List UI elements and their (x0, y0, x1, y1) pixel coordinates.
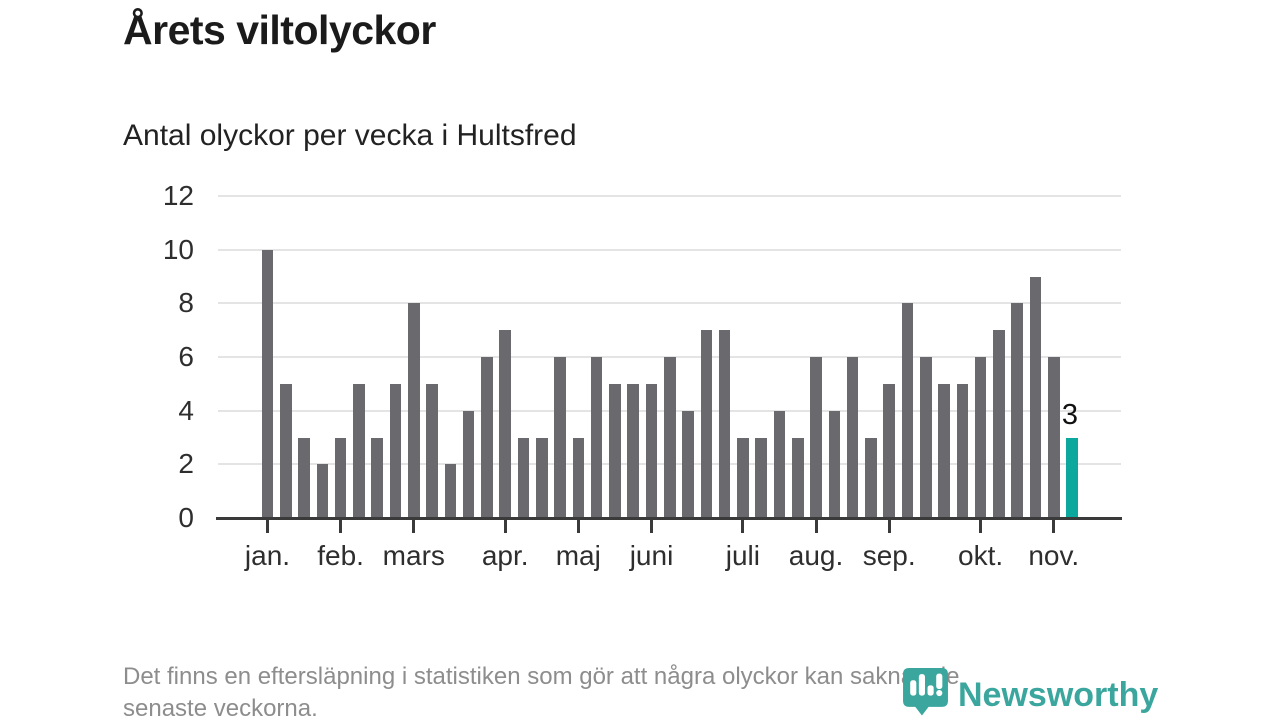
bar (517, 437, 530, 518)
gridline-y12 (218, 195, 1121, 197)
bar (974, 357, 987, 518)
bar (280, 383, 292, 518)
y-axis-label: 0 (178, 502, 194, 533)
bar (261, 249, 274, 518)
x-tick-sep (887, 520, 891, 533)
bar (462, 410, 475, 518)
bar (645, 383, 658, 518)
x-tick-mars (412, 520, 416, 533)
bar (993, 330, 1005, 518)
month-label-feb: feb. (317, 540, 364, 571)
bar (499, 330, 511, 518)
newsworthy-logo: Newsworthy (902, 667, 1158, 716)
newsworthy-pin-icon (903, 668, 948, 716)
bar (682, 410, 694, 518)
x-axis-line (216, 517, 1122, 520)
bar (846, 357, 859, 518)
bar (298, 437, 310, 518)
x-tick-jan (266, 520, 269, 533)
bar (865, 437, 877, 518)
chart-subtitle: Antal olyckor per vecka i Hultsfred (123, 119, 577, 152)
bar (1048, 357, 1060, 518)
bar (920, 357, 932, 518)
bar (316, 464, 329, 518)
y-axis-label: 4 (178, 394, 194, 426)
month-label-aug: aug. (788, 540, 844, 571)
month-label-jan: jan. (244, 540, 291, 571)
bar-value-label: 3 (1061, 398, 1079, 431)
bar (334, 437, 347, 518)
x-tick-okt (979, 520, 983, 533)
x-tick-juli (741, 520, 745, 533)
bar (773, 410, 786, 518)
highlight-bar (1066, 437, 1078, 518)
bar (664, 357, 676, 518)
bar (718, 330, 731, 518)
month-label-juni: juni (629, 540, 674, 571)
month-label-mars: mars (382, 540, 445, 571)
month-label-nov: nov. (1028, 540, 1080, 571)
footer-note: Det finns en eftersläpning i statistiken… (123, 661, 959, 720)
bar (792, 437, 804, 518)
bar (1029, 276, 1042, 518)
newsworthy-wordmark: Newsworthy (958, 676, 1159, 714)
x-tick-maj (576, 520, 580, 533)
bar (938, 383, 950, 518)
bar (444, 464, 457, 518)
y-axis-label: 12 (162, 180, 194, 211)
bar (389, 383, 402, 518)
bar (353, 383, 365, 518)
bar (554, 357, 566, 518)
bar (408, 303, 420, 518)
y-axis-label: 10 (162, 233, 194, 265)
month-label-sep: sep. (862, 540, 916, 571)
bar (737, 437, 749, 518)
x-tick-juni (650, 520, 653, 533)
bar (426, 383, 438, 518)
month-label-maj: maj (555, 540, 601, 571)
gridline-y8 (218, 302, 1121, 305)
bar (536, 437, 548, 518)
month-label-apr: apr. (481, 540, 529, 571)
bar (572, 437, 585, 518)
chart-title: Årets viltolyckor (123, 7, 436, 53)
x-tick-feb (339, 520, 343, 533)
footer-note-line2: senaste veckorna. (123, 695, 318, 720)
bar (627, 383, 639, 518)
bar (1011, 303, 1023, 518)
month-label-juli: juli (725, 540, 760, 571)
x-tick-apr (503, 520, 507, 533)
gridline-y10 (218, 248, 1121, 251)
x-tick-aug (814, 520, 818, 533)
y-axis-label: 6 (178, 341, 194, 372)
bar (755, 437, 767, 518)
bar (590, 357, 603, 518)
bar (371, 437, 383, 518)
y-axis-label: 2 (178, 448, 194, 480)
bar (481, 357, 493, 518)
bar (901, 303, 914, 518)
bar (609, 383, 621, 518)
bar (883, 383, 895, 518)
bar (828, 410, 841, 518)
bar (956, 383, 969, 518)
x-tick-nov (1052, 520, 1056, 533)
footer-note-line1: Det finns en eftersläpning i statistiken… (123, 663, 960, 690)
month-label-okt: okt. (958, 540, 1004, 571)
y-axis-label: 8 (178, 287, 194, 319)
bar (810, 357, 822, 518)
bar (700, 330, 713, 518)
